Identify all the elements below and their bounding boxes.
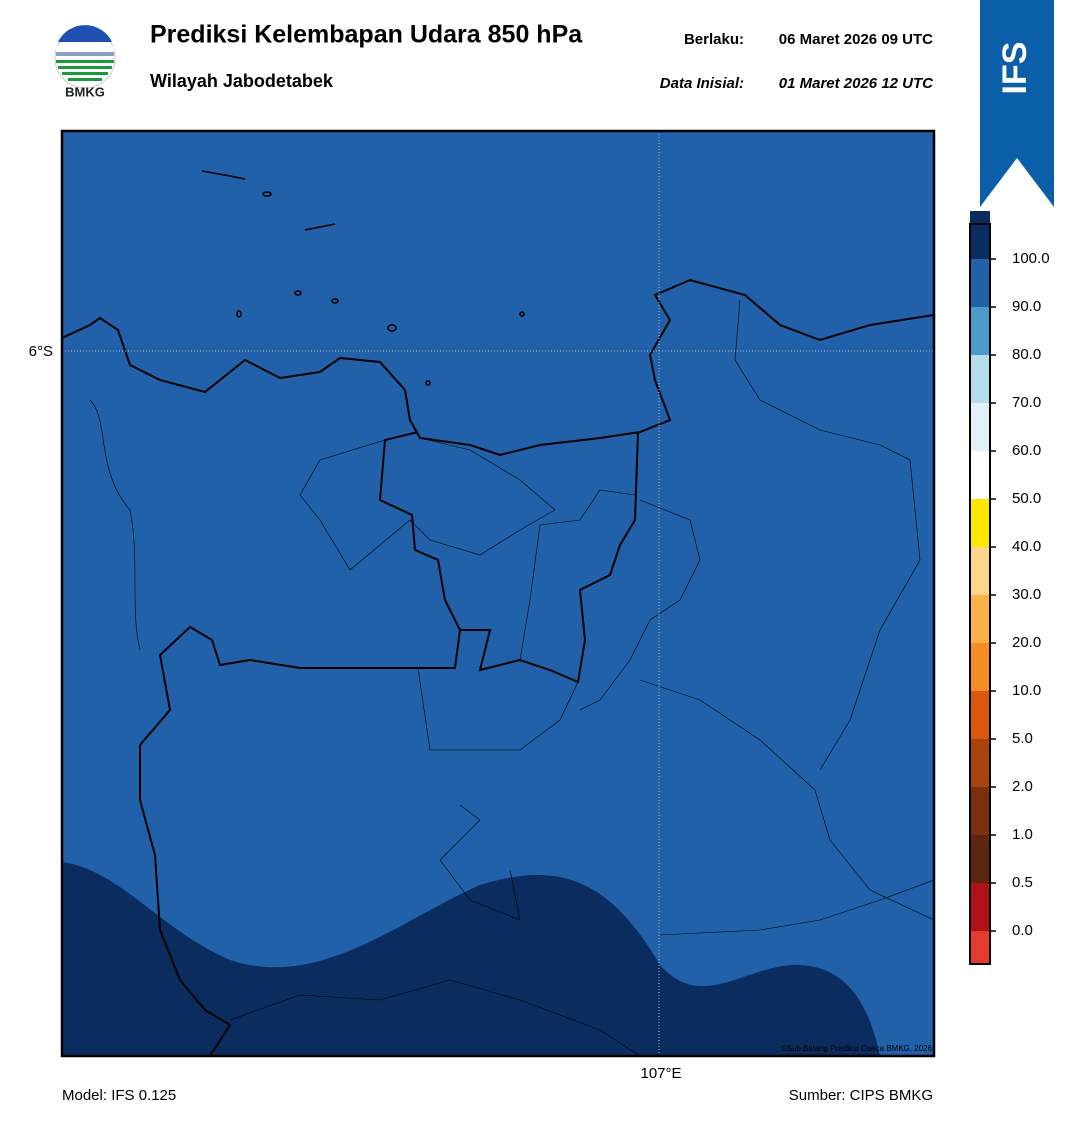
- colorbar-segment: [970, 211, 990, 259]
- colorbar-segment: [970, 739, 990, 787]
- colorbar-tick-label: 30.0: [1012, 586, 1041, 603]
- colorbar-segment: [970, 499, 990, 547]
- colorbar-segment: [970, 547, 990, 595]
- colorbar-segment: [970, 595, 990, 643]
- colorbar-tick-label: 90.0: [1012, 298, 1041, 315]
- colorbar-tick-label: 0.5: [1012, 874, 1033, 891]
- map-area: ©Sub Bidang Prediksi Cuaca BMKG, 2026: [62, 131, 934, 1056]
- badge-text: IFS: [996, 42, 1034, 95]
- lon-label: 107°E: [640, 1065, 681, 1082]
- logo-text: BMKG: [65, 84, 105, 99]
- colorbar-segment: [970, 307, 990, 355]
- valid-label: Berlaku:: [684, 31, 744, 48]
- colorbar-tick-label: 0.0: [1012, 922, 1033, 939]
- valid-time: 06 Maret 2026 09 UTC: [779, 31, 933, 48]
- colorbar-segment: [970, 451, 990, 499]
- colorbar-segment: [970, 259, 990, 307]
- colorbar-segment: [970, 835, 990, 883]
- colorbar-segment: [970, 643, 990, 691]
- colorbar-tick-label: 5.0: [1012, 730, 1033, 747]
- model-badge: IFS: [980, 0, 1054, 207]
- colorbar-segment: [970, 883, 990, 931]
- colorbar-segment: [970, 787, 990, 835]
- colorbar-tick-label: 80.0: [1012, 346, 1041, 363]
- colorbar-tick-label: 2.0: [1012, 778, 1033, 795]
- colorbar-tick-label: 50.0: [1012, 490, 1041, 507]
- colorbar-tick-label: 70.0: [1012, 394, 1041, 411]
- map-frame: [60, 129, 936, 1058]
- colorbar-tick-label: 10.0: [1012, 682, 1041, 699]
- title: Prediksi Kelembapan Udara 850 hPa: [150, 21, 583, 49]
- colorbar-segment: [970, 355, 990, 403]
- colorbar-segment: [970, 403, 990, 451]
- init-label: Data Inisial:: [660, 75, 744, 92]
- colorbar-tick-label: 20.0: [1012, 634, 1041, 651]
- lat-label: 6°S: [29, 343, 53, 360]
- logo: BMKG: [54, 25, 116, 99]
- colorbar-tick-label: 40.0: [1012, 538, 1041, 555]
- footer-model: Model: IFS 0.125: [62, 1087, 176, 1104]
- colorbar-frame: [969, 223, 991, 965]
- colorbar-tick-label: 60.0: [1012, 442, 1041, 459]
- colorbar-segment: [970, 931, 990, 964]
- credit: ©Sub Bidang Prediksi Cuaca BMKG, 2026: [781, 1044, 933, 1053]
- colorbar-segment: [970, 691, 990, 739]
- colorbar-tick-label: 1.0: [1012, 826, 1033, 843]
- colorbar-tick-label: 100.0: [1012, 250, 1050, 267]
- footer-source: Sumber: CIPS BMKG: [789, 1087, 933, 1104]
- init-time: 01 Maret 2026 12 UTC: [779, 75, 934, 92]
- colorbar: 0.0 0.5 1.0 2.0 5.0 10.0 20.0 30.0 40.0 50.0 60.0 7…: [969, 211, 1050, 965]
- subtitle: Wilayah Jabodetabek: [150, 71, 334, 91]
